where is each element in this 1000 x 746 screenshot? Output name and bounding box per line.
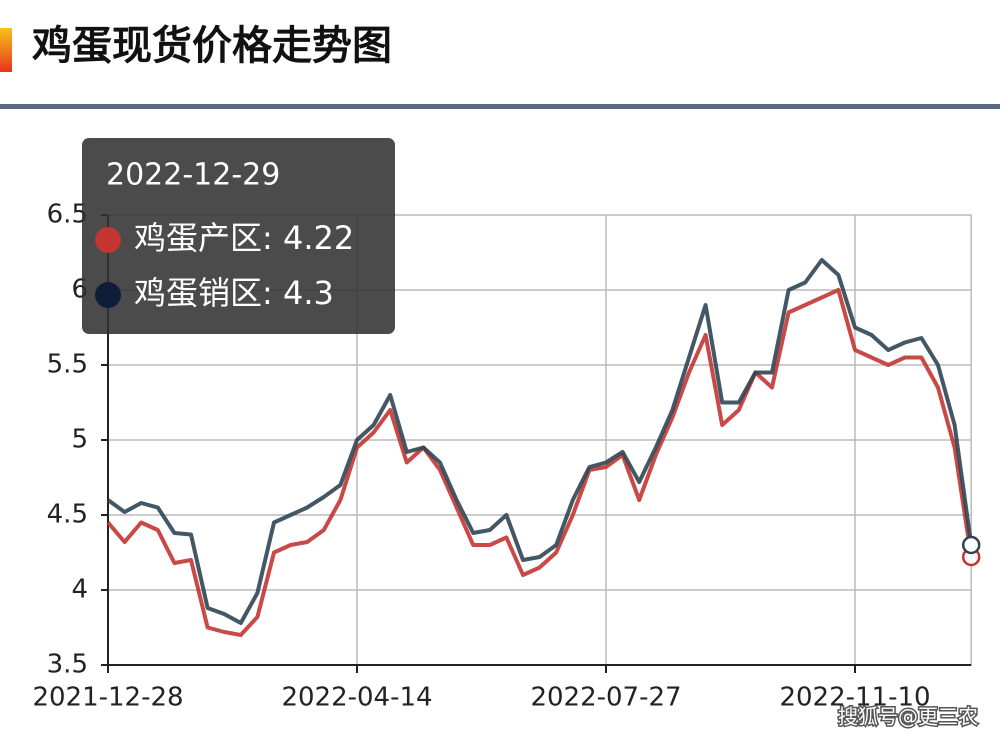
x-tick-label: 2022-07-27 [530,683,681,713]
tooltip-item: 鸡蛋产区: 4.22 [134,219,354,257]
tooltip-title: 2022-12-29 [106,158,280,193]
end-marker [961,535,981,555]
watermark: 搜狐号@更三农 [838,705,978,729]
y-tick-label: 4 [71,575,88,605]
x-tick-label: 2022-11-10 [779,683,930,713]
header-rule [0,104,1000,109]
x-tick-label: 2021-12-28 [32,683,183,713]
tooltip-item: 鸡蛋销区: 4.3 [134,274,334,312]
tooltip-dot [95,282,121,308]
series-line [106,258,974,625]
chart-title: 鸡蛋现货价格走势图 [32,23,392,69]
series-line [106,288,974,637]
y-tick-label: 3.5 [47,650,88,680]
y-tick-label: 6.5 [47,200,88,230]
tooltip-dot [95,227,121,253]
tooltip-box [82,138,395,334]
title-icon [0,28,12,72]
x-tick-label: 2022-04-14 [281,683,432,713]
tooltip: 2022-12-29 鸡蛋产区: 4.22 鸡蛋销区: 4.3 [82,138,395,334]
y-tick-label: 5.5 [47,350,88,380]
y-tick-label: 4.5 [47,500,88,530]
y-tick-label: 5 [71,425,88,455]
